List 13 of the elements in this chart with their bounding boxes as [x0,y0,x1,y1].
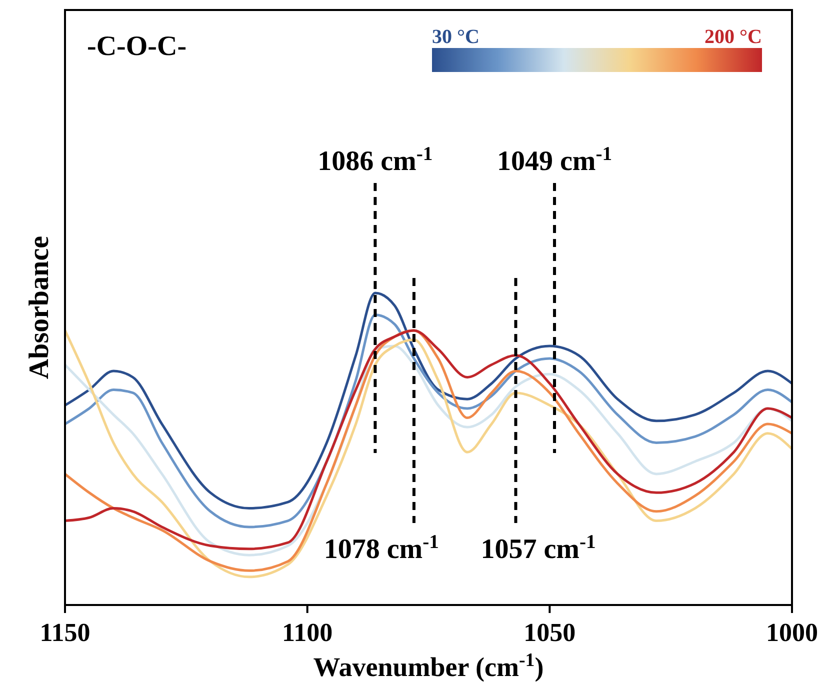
text: 200 °C [704,26,762,48]
x-axis-title: Wavenumber (cm$^{-1}$) [313,650,544,682]
text: 30 °C [432,26,480,48]
x-tick-label: 1150 [40,618,90,647]
x-tick-label: 1100 [282,618,333,647]
x-tick-label: 1000 [766,618,818,647]
ref-line-label: 1057 cm$^{-1}$ [480,532,596,565]
x-tick-label: 1050 [524,618,576,647]
ref-line-label: 1078 cm$^{-1}$ [324,532,439,565]
ref-line-label: 1086 cm$^{-1}$ [318,144,433,177]
y-axis-title: Absorbance [24,236,55,380]
ref-line-label: 1049 cm$^{-1}$ [496,144,612,177]
text: -C-O-C- [87,31,187,62]
